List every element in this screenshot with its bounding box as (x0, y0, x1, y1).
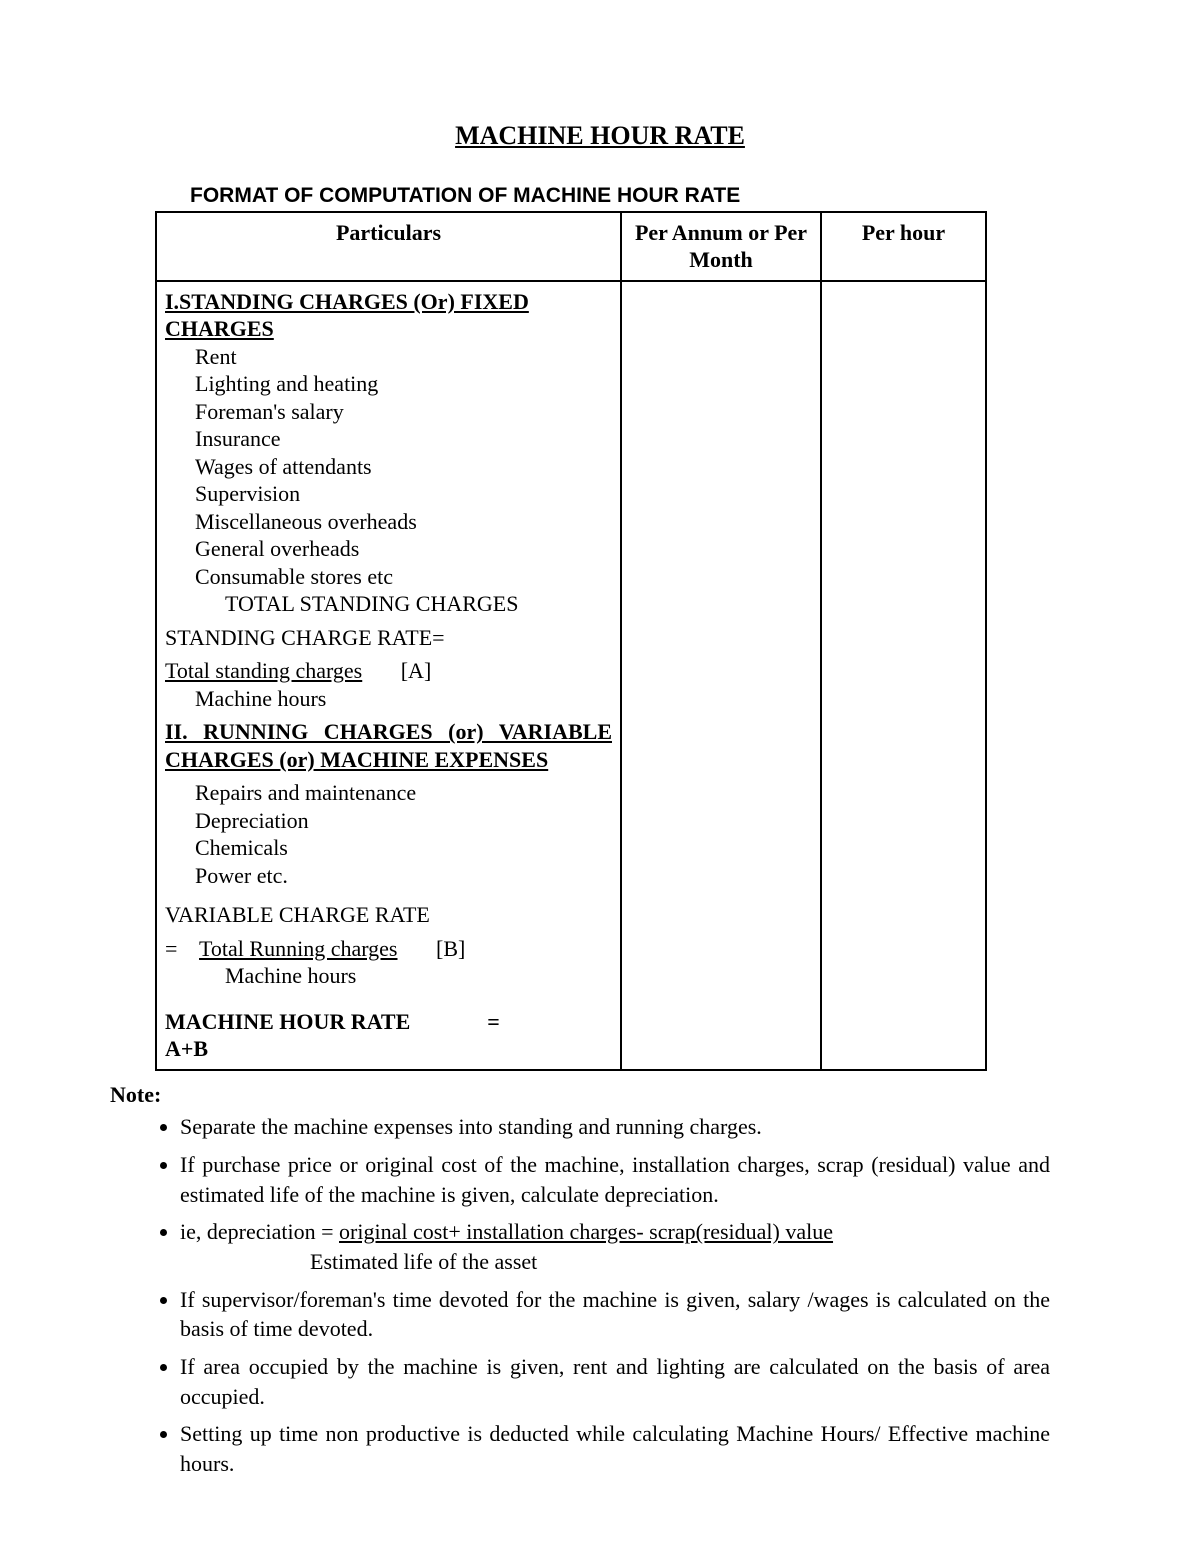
note-item-depreciation-formula: ie, depreciation = original cost+ instal… (180, 1217, 1080, 1276)
note-item: Separate the machine expenses into stand… (180, 1112, 1080, 1142)
variable-rate-formula: = Total Running charges [B] (165, 936, 465, 961)
machine-hour-rate-line: MACHINE HOUR RATE = A+B (165, 1009, 571, 1062)
standing-item: Consumable stores etc (165, 563, 612, 591)
notes-list: Separate the machine expenses into stand… (180, 1112, 1080, 1479)
note-item: If purchase price or original cost of th… (180, 1150, 1080, 1209)
standing-rate-denominator: Machine hours (165, 685, 612, 713)
mhr-label: MACHINE HOUR RATE (165, 1009, 410, 1034)
standing-item: Foreman's salary (165, 398, 612, 426)
note-item: If supervisor/foreman's time devoted for… (180, 1285, 1080, 1344)
note-3-numerator: original cost+ installation charges- scr… (339, 1219, 833, 1244)
section-1-heading: I.STANDING CHARGES (Or) FIXED CHARGES (165, 289, 529, 342)
running-item: Chemicals (165, 834, 612, 862)
mhr-result: A+B (165, 1036, 208, 1061)
note-3-prefix: ie, depreciation = (180, 1219, 339, 1244)
standing-rate-numerator: Total standing charges (165, 658, 362, 683)
standing-item: Wages of attendants (165, 453, 612, 481)
variable-rate-tag: [B] (436, 936, 465, 961)
per-annum-cell (621, 281, 821, 1070)
note-item: Setting up time non productive is deduct… (180, 1419, 1080, 1478)
standing-item: Rent (165, 343, 612, 371)
page-title: MACHINE HOUR RATE (120, 120, 1080, 153)
note-3-denominator: Estimated life of the asset (310, 1247, 1050, 1277)
particulars-cell: I.STANDING CHARGES (Or) FIXED CHARGES Re… (156, 281, 621, 1070)
note-header: Note: (110, 1081, 1080, 1109)
variable-rate-equals: = (165, 936, 177, 961)
standing-item: Supervision (165, 480, 612, 508)
section-2-heading: II. RUNNING CHARGES (or) VARIABLE CHARGE… (165, 718, 612, 773)
header-per-annum: Per Annum or Per Month (621, 212, 821, 281)
variable-rate-denominator: Machine hours (165, 962, 612, 990)
standing-charge-rate-label: STANDING CHARGE RATE= (165, 625, 445, 650)
table-header-row: Particulars Per Annum or Per Month Per h… (156, 212, 986, 281)
variable-rate-numerator: Total Running charges (199, 936, 397, 961)
running-item: Power etc. (165, 862, 612, 890)
header-particulars: Particulars (156, 212, 621, 281)
standing-rate-tag: [A] (401, 658, 432, 683)
standing-item: Insurance (165, 425, 612, 453)
standing-rate-formula: Total standing charges [A] (165, 658, 431, 683)
running-item: Repairs and maintenance (165, 779, 612, 807)
table-body-row: I.STANDING CHARGES (Or) FIXED CHARGES Re… (156, 281, 986, 1070)
mhr-table: Particulars Per Annum or Per Month Per h… (155, 211, 987, 1071)
running-item: Depreciation (165, 807, 612, 835)
header-per-hour: Per hour (821, 212, 986, 281)
per-hour-cell (821, 281, 986, 1070)
note-item: If area occupied by the machine is given… (180, 1352, 1080, 1411)
mhr-equals: = (487, 1009, 500, 1034)
variable-charge-rate-label: VARIABLE CHARGE RATE (165, 902, 430, 927)
total-standing-charges: TOTAL STANDING CHARGES (165, 590, 612, 618)
standing-item: Miscellaneous overheads (165, 508, 612, 536)
format-subtitle: FORMAT OF COMPUTATION OF MACHINE HOUR RA… (190, 183, 1080, 209)
standing-item: General overheads (165, 535, 612, 563)
standing-item: Lighting and heating (165, 370, 612, 398)
